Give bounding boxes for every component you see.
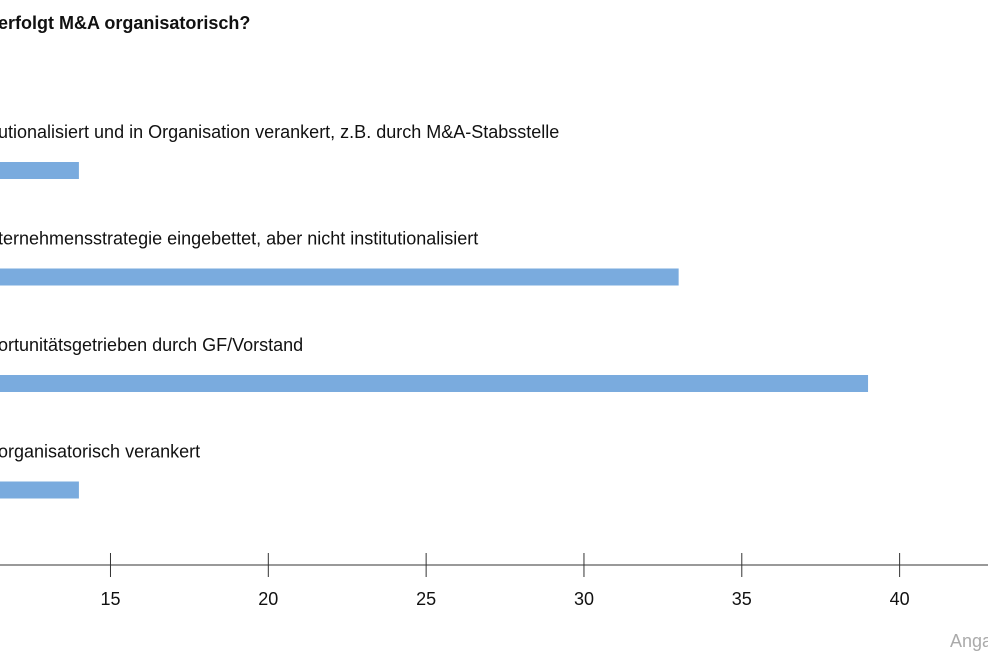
x-tick-label: 40 bbox=[890, 589, 910, 609]
bar bbox=[0, 162, 79, 179]
bar bbox=[0, 375, 869, 392]
x-tick-label: 15 bbox=[100, 589, 120, 609]
category-label: utionalisiert und in Organisation verank… bbox=[0, 122, 559, 142]
category-label: ternehmensstrategie eingebettet, aber ni… bbox=[0, 228, 478, 248]
bar bbox=[0, 268, 679, 286]
bar bbox=[0, 481, 79, 499]
x-tick-label: 35 bbox=[732, 589, 752, 609]
category-label: ortunitätsgetrieben durch GF/Vorstand bbox=[0, 335, 303, 355]
note: Anga bbox=[950, 631, 988, 651]
x-tick-label: 20 bbox=[258, 589, 278, 609]
category-label: organisatorisch verankert bbox=[0, 441, 200, 461]
chart-title: erfolgt M&A organisatorisch? bbox=[0, 13, 250, 33]
x-tick-label: 25 bbox=[416, 589, 436, 609]
x-tick-label: 30 bbox=[574, 589, 594, 609]
